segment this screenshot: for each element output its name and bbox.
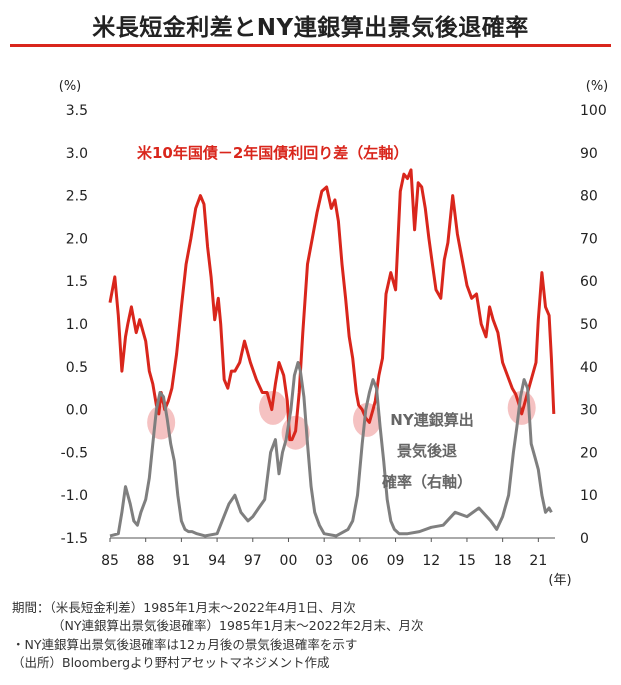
recession-probability-series-label: 景気後退 <box>397 442 457 460</box>
right-axis-tick-label: 0 <box>580 531 589 547</box>
left-axis-tick-label: 1.5 <box>66 274 88 290</box>
left-axis-tick-label: -1.5 <box>61 531 88 547</box>
note-period-spread: 期間：（米長短金利差）1985年1月末～2022年4月1日、月次 <box>12 600 356 615</box>
right-axis-tick-label: 50 <box>580 317 598 333</box>
right-axis-tick-label: 100 <box>580 103 607 119</box>
yield-spread-line <box>108 168 556 442</box>
x-axis-unit: (年) <box>548 573 571 588</box>
x-axis-tick-label: 91 <box>172 553 190 569</box>
left-axis-unit: (%) <box>59 79 82 94</box>
left-axis-tick-label: 3.5 <box>66 103 88 119</box>
x-axis-tick-label: 03 <box>315 553 333 569</box>
x-axis-tick-label: 18 <box>494 553 512 569</box>
x-axis-tick-label: 88 <box>137 553 155 569</box>
x-axis-tick-label: 85 <box>101 553 119 569</box>
chart-title: 米長短金利差とNY連銀算出景気後退確率 <box>92 15 529 41</box>
yield-spread-chart: -1.5 -1.0 -0.5 0.0 0.5 1.0 1.5 2.0 2.5 3.0 3.5 (%) 0… <box>59 79 609 588</box>
right-axis-tick-label: 90 <box>580 146 598 162</box>
left-axis-tick-label: 1.0 <box>66 317 88 333</box>
right-axis-tick-label: 10 <box>580 488 598 504</box>
inversion-highlight-circle <box>147 405 176 440</box>
left-axis-tick-label: -1.0 <box>61 488 88 504</box>
right-axis-tick-label: 70 <box>580 231 598 247</box>
x-axis-tick-label: 97 <box>244 553 262 569</box>
x-axis-tick-label: 09 <box>387 553 405 569</box>
x-axis-tick-label: 15 <box>458 553 476 569</box>
recession-probability-series-label: 確率（右軸） <box>381 473 472 491</box>
x-axis-tick-label: 21 <box>529 553 547 569</box>
left-axis-tick-label: 0.0 <box>66 403 88 419</box>
right-axis-tick-label: 40 <box>580 360 598 376</box>
note-source: （出所）Bloombergより野村アセットマネジメント作成 <box>12 655 330 670</box>
right-axis-tick-label: 30 <box>580 403 598 419</box>
left-axis-tick-label: 3.0 <box>66 146 88 162</box>
x-axis-tick-label: 00 <box>280 553 298 569</box>
yield-spread-series-label: 米10年国債－2年国債利回り差（左軸） <box>137 144 408 162</box>
x-axis-tick-label: 06 <box>351 553 369 569</box>
title-divider <box>10 44 611 47</box>
note-period-ny-fed: （NY連銀算出景気後退確率）1985年1月末～2022年2月末、月次 <box>52 618 424 633</box>
right-axis-tick-label: 80 <box>580 189 598 205</box>
left-axis-tick-label: 0.5 <box>66 360 88 376</box>
left-axis-tick-label: -0.5 <box>61 445 88 461</box>
recession-probability-series-label: NY連銀算出 <box>390 411 473 429</box>
x-axis-tick-label: 94 <box>208 553 226 569</box>
right-axis-unit: (%) <box>586 79 609 94</box>
right-axis-tick-label: 20 <box>580 445 598 461</box>
x-axis-tick-label: 12 <box>422 553 440 569</box>
right-axis-tick-label: 60 <box>580 274 598 290</box>
left-axis-tick-label: 2.0 <box>66 231 88 247</box>
recession-probability-line <box>109 361 553 538</box>
left-axis-tick-label: 2.5 <box>66 189 88 205</box>
note-recession-probability: ・NY連銀算出景気後退確率は12ヵ月後の景気後退確率を示す <box>12 637 358 652</box>
